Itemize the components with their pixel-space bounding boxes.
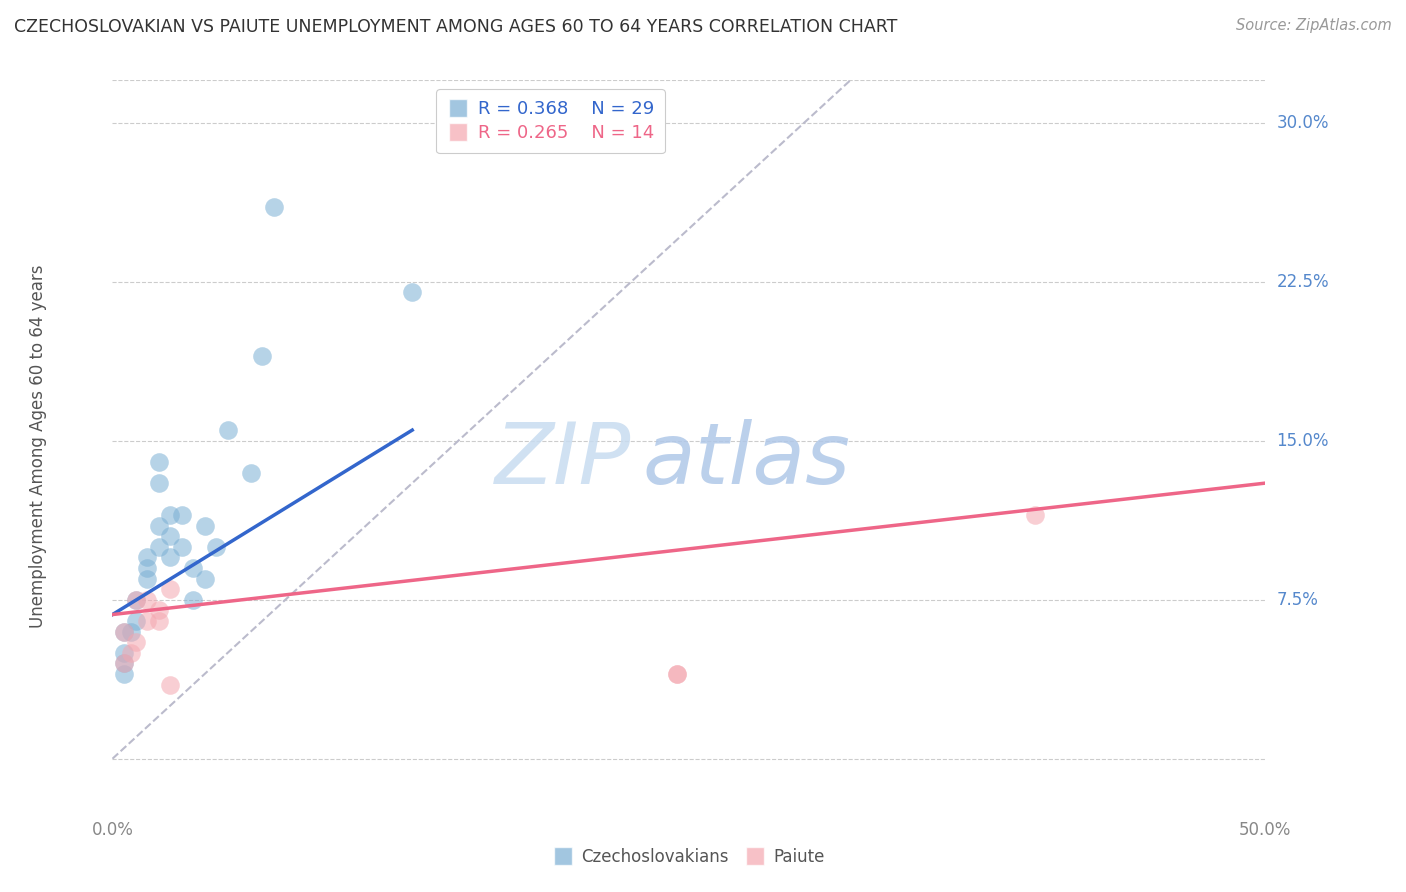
Point	[666, 667, 689, 681]
Point	[136, 550, 159, 565]
Point	[124, 592, 146, 607]
Point	[170, 540, 193, 554]
Point	[170, 508, 193, 522]
Text: 7.5%: 7.5%	[1277, 591, 1319, 608]
Point	[148, 540, 170, 554]
Point	[124, 635, 146, 649]
Point	[120, 646, 142, 660]
Point	[148, 603, 170, 617]
Point	[120, 624, 142, 639]
Text: 22.5%: 22.5%	[1277, 273, 1329, 291]
Point	[159, 529, 181, 543]
Point	[205, 540, 228, 554]
Point	[1024, 508, 1046, 522]
Point	[181, 592, 204, 607]
Point	[252, 349, 274, 363]
Point	[148, 518, 170, 533]
Point	[159, 582, 181, 596]
Point	[136, 572, 159, 586]
Point	[124, 592, 146, 607]
Point	[136, 614, 159, 628]
Point	[112, 667, 135, 681]
Point	[148, 614, 170, 628]
Point	[112, 657, 135, 671]
Legend: Czechoslovakians, Paiute: Czechoslovakians, Paiute	[546, 841, 832, 873]
Point	[159, 508, 181, 522]
Point	[112, 624, 135, 639]
Point	[181, 561, 204, 575]
Text: CZECHOSLOVAKIAN VS PAIUTE UNEMPLOYMENT AMONG AGES 60 TO 64 YEARS CORRELATION CHA: CZECHOSLOVAKIAN VS PAIUTE UNEMPLOYMENT A…	[14, 18, 897, 36]
Point	[217, 423, 239, 437]
Text: ZIP: ZIP	[495, 419, 631, 502]
Point	[159, 677, 181, 691]
Point	[148, 455, 170, 469]
Point	[401, 285, 423, 300]
Text: 30.0%: 30.0%	[1277, 113, 1329, 132]
Point	[159, 550, 181, 565]
Point	[112, 624, 135, 639]
Point	[136, 561, 159, 575]
Text: Unemployment Among Ages 60 to 64 years: Unemployment Among Ages 60 to 64 years	[28, 264, 46, 628]
Point	[112, 657, 135, 671]
Point	[136, 592, 159, 607]
Point	[112, 646, 135, 660]
Point	[194, 518, 217, 533]
Point	[124, 614, 146, 628]
Point	[194, 572, 217, 586]
Text: 15.0%: 15.0%	[1277, 432, 1329, 450]
Point	[263, 201, 285, 215]
Text: atlas: atlas	[643, 419, 851, 502]
Point	[666, 667, 689, 681]
Point	[148, 476, 170, 491]
Text: Source: ZipAtlas.com: Source: ZipAtlas.com	[1236, 18, 1392, 33]
Point	[239, 466, 262, 480]
